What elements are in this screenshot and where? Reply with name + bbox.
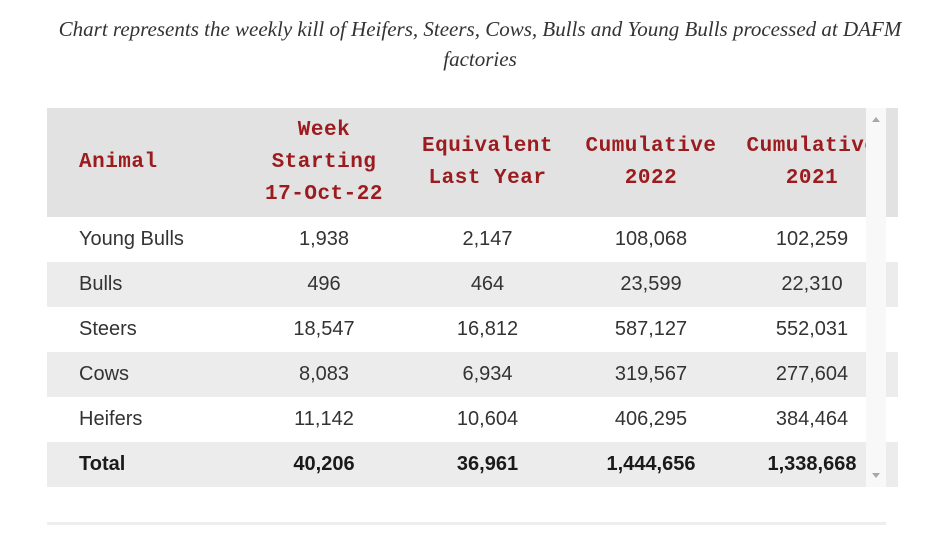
triangle-down-icon[interactable] bbox=[872, 473, 880, 478]
cell-cumulative-2022: 319,567 bbox=[576, 352, 726, 397]
cell-cumulative-2021: 552,031 bbox=[775, 318, 849, 340]
header-line: 2022 bbox=[624, 166, 678, 190]
cell-animal: Cows bbox=[47, 352, 249, 397]
cell-week: 496 bbox=[249, 262, 399, 307]
cell-cumulative-2022: 406,295 bbox=[614, 408, 688, 430]
cell-week: 8,083 bbox=[249, 352, 399, 397]
table-row: Bulls 496 464 23,599 22,310 bbox=[47, 262, 898, 307]
header-line: Week bbox=[297, 118, 351, 142]
cell-last-year: 464 bbox=[399, 262, 576, 307]
total-last-year: 36,961 bbox=[399, 442, 576, 487]
header-equivalent-last-year: Equivalent Last Year bbox=[399, 108, 576, 217]
header-line: Cumulative bbox=[585, 134, 717, 158]
header-line: Animal bbox=[79, 150, 158, 174]
total-cumulative-2022: 1,444,656 bbox=[576, 442, 726, 487]
table-row: Steers 18,547 16,812 587,127 552,031 bbox=[47, 307, 898, 352]
header-line: Last Year bbox=[428, 166, 547, 190]
header-cumulative-2022: Cumulative 2022 bbox=[576, 108, 726, 217]
cell-week: 1,938 bbox=[298, 228, 350, 250]
header-line: Cumulative bbox=[746, 134, 878, 158]
cell-last-year: 2,147 bbox=[462, 228, 513, 250]
cell-animal: Bulls bbox=[47, 262, 249, 307]
header-line: 2021 bbox=[785, 166, 839, 190]
table-header-row: Animal Week Starting 17-Oct-22 Equivalen… bbox=[47, 108, 898, 217]
cell-week: 11,142 bbox=[294, 408, 354, 430]
kill-table: Animal Week Starting 17-Oct-22 Equivalen… bbox=[47, 108, 898, 487]
cell-cumulative-2022: 108,068 bbox=[614, 228, 688, 250]
table-row: Heifers 11,142 10,604 406,295 384,464 bbox=[47, 397, 898, 442]
cell-cumulative-2022: 587,127 bbox=[614, 318, 688, 340]
header-line: Equivalent bbox=[421, 134, 554, 158]
table-row: Cows 8,083 6,934 319,567 277,604 bbox=[47, 352, 898, 397]
cell-last-year: 16,812 bbox=[456, 318, 519, 340]
cell-last-year: 10,604 bbox=[456, 408, 519, 430]
total-label: Total bbox=[47, 442, 249, 487]
table-row: Young Bulls 1,938 2,147 108,068 102,259 bbox=[47, 217, 898, 262]
cell-week: 18,547 bbox=[293, 318, 355, 340]
header-line: Starting bbox=[271, 150, 377, 174]
header-line: 17-Oct-22 bbox=[265, 182, 383, 206]
triangle-up-icon[interactable] bbox=[872, 117, 880, 122]
header-week-starting: Week Starting 17-Oct-22 bbox=[249, 108, 399, 217]
cell-last-year: 6,934 bbox=[399, 352, 576, 397]
divider bbox=[47, 522, 886, 525]
chart-caption: Chart represents the weekly kill of Heif… bbox=[58, 17, 902, 71]
cell-animal: Steers bbox=[79, 318, 137, 340]
cell-cumulative-2022: 23,599 bbox=[576, 262, 726, 307]
cell-animal: Heifers bbox=[79, 408, 143, 430]
header-animal: Animal bbox=[47, 108, 249, 217]
cell-cumulative-2021: 384,464 bbox=[775, 408, 849, 430]
vertical-scrollbar[interactable] bbox=[866, 108, 886, 487]
cell-animal: Young Bulls bbox=[79, 228, 184, 250]
total-row: Total 40,206 36,961 1,444,656 1,338,668 bbox=[47, 442, 898, 487]
kill-table-container: Animal Week Starting 17-Oct-22 Equivalen… bbox=[47, 108, 898, 487]
total-week: 40,206 bbox=[249, 442, 399, 487]
cell-cumulative-2021: 102,259 bbox=[775, 228, 849, 250]
